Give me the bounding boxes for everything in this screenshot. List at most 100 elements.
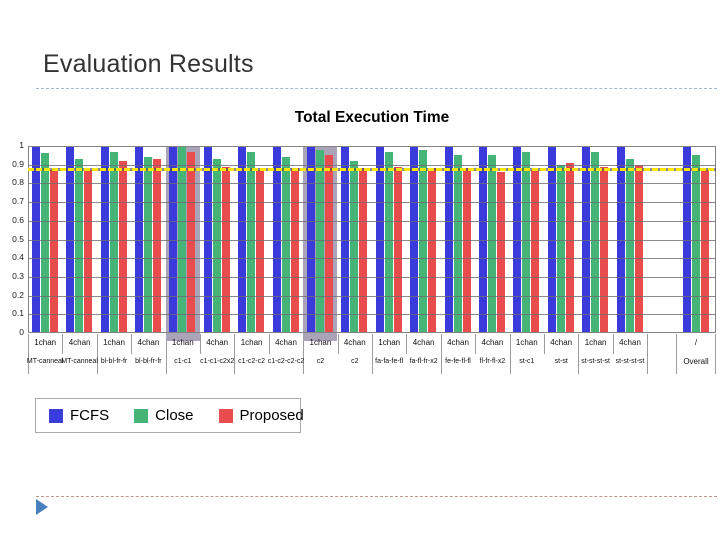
x-channel-label: 1chan bbox=[103, 338, 125, 347]
bar-close bbox=[75, 159, 84, 333]
bar-proposed bbox=[565, 162, 574, 333]
bar-close bbox=[143, 157, 152, 333]
y-tick-label: 0 bbox=[19, 327, 24, 337]
axis-tick bbox=[131, 334, 133, 354]
x-mix-label: bl-bl-fr-fr bbox=[135, 358, 162, 365]
legend-swatch-fcfs bbox=[49, 408, 63, 423]
gridline bbox=[28, 220, 716, 222]
legend-label: FCFS bbox=[70, 407, 110, 424]
x-mix-label: st-st-st-st bbox=[615, 358, 645, 365]
legend-label: Proposed bbox=[239, 407, 304, 424]
bar-close bbox=[522, 151, 531, 333]
x-channel-label: 4chan bbox=[481, 338, 504, 347]
x-mix-label: c2 bbox=[351, 358, 359, 365]
legend-swatch-close bbox=[134, 408, 149, 423]
axis-tick bbox=[475, 334, 477, 354]
x-mix-label: fa-fl-fr-x2 bbox=[409, 358, 438, 365]
chart-title: Total Execution Time bbox=[294, 109, 450, 126]
slide-title: Evaluation Results bbox=[43, 50, 254, 78]
axis-tick bbox=[578, 334, 580, 374]
gridline bbox=[28, 239, 716, 241]
y-tick-label: 0.4 bbox=[12, 252, 24, 263]
bar-proposed bbox=[496, 172, 505, 333]
x-channel-label: 1chan bbox=[171, 338, 194, 347]
x-channel-label: 4chan bbox=[619, 338, 641, 347]
title-divider bbox=[36, 88, 717, 89]
bar-close bbox=[691, 155, 700, 333]
bar-close bbox=[315, 149, 324, 333]
bar-close bbox=[419, 149, 428, 333]
bar-close bbox=[556, 164, 565, 333]
x-mix-label: c1-c1 bbox=[174, 358, 192, 365]
x-channel-label: 4chan bbox=[412, 338, 435, 347]
gridline bbox=[28, 164, 716, 166]
axis-tick bbox=[612, 334, 614, 354]
bar-proposed bbox=[634, 164, 643, 333]
bar-close bbox=[453, 155, 462, 333]
axis-tick bbox=[406, 334, 408, 354]
axis-tick bbox=[676, 334, 677, 374]
gridline bbox=[28, 276, 716, 278]
bar-proposed bbox=[49, 170, 58, 333]
axis-tick bbox=[647, 334, 649, 374]
x-mix-label: MT-canneal bbox=[61, 358, 98, 365]
gridline bbox=[28, 314, 716, 316]
x-mix-label: st-st bbox=[554, 358, 568, 365]
bar-proposed bbox=[531, 170, 540, 333]
bar-close bbox=[247, 151, 256, 333]
bar-close bbox=[384, 151, 393, 333]
bar-proposed bbox=[187, 151, 196, 333]
legend-label: Close bbox=[155, 407, 194, 424]
gridline bbox=[28, 202, 716, 204]
x-channel-label: 1chan bbox=[584, 338, 607, 347]
axis-tick bbox=[509, 334, 511, 374]
x-mix-label: fl-fr-fl-x2 bbox=[479, 358, 506, 365]
x-channel-label: 1chan bbox=[309, 338, 332, 347]
bar-proposed bbox=[600, 166, 609, 333]
y-tick-label: 0.5 bbox=[12, 233, 24, 244]
legend-item-fcfs: FCFS bbox=[49, 407, 109, 424]
x-channel-label: 4chan bbox=[447, 338, 469, 347]
x-mix-label: fe-fe-fl-fl bbox=[445, 358, 471, 365]
legend-item-close: Close bbox=[134, 407, 194, 424]
bar-proposed bbox=[290, 168, 299, 333]
y-tick-label: 0.1 bbox=[12, 308, 24, 319]
x-mix-label: c2 bbox=[316, 358, 325, 365]
x-mix-label: st-c1 bbox=[519, 358, 535, 365]
x-mix-label: c1-c2-c2-c2 bbox=[267, 358, 305, 365]
bar-proposed bbox=[428, 168, 437, 333]
x-channel-label: 4chan bbox=[206, 338, 229, 347]
y-tick-label: 0.9 bbox=[12, 158, 24, 169]
x-mix-label: st-st-st-st bbox=[581, 358, 610, 365]
x-mix-label: MT-canneal bbox=[26, 358, 64, 365]
y-tick-label: 0.7 bbox=[12, 196, 24, 207]
x-mix-label: fa-fa-fe-fl bbox=[375, 358, 404, 365]
x-channel-label: 4chan bbox=[68, 338, 91, 347]
bar-close bbox=[109, 151, 118, 333]
baseline-threshold-line bbox=[28, 168, 716, 172]
x-channel-label: 1chan bbox=[515, 338, 538, 347]
legend: FCFS Close Proposed bbox=[35, 398, 304, 433]
bar-proposed bbox=[118, 160, 127, 333]
gridline bbox=[28, 258, 716, 260]
y-tick-label: 0.3 bbox=[12, 270, 24, 281]
bar-proposed bbox=[221, 166, 230, 333]
y-tick-label: 0.2 bbox=[12, 289, 24, 300]
bar-close bbox=[40, 153, 49, 333]
bar-proposed bbox=[256, 170, 265, 333]
bar-proposed bbox=[359, 168, 368, 333]
y-tick-label: 0.6 bbox=[12, 214, 24, 225]
x-mix-label: Overall bbox=[683, 357, 709, 366]
x-channel-label: / bbox=[694, 338, 698, 347]
bar-proposed bbox=[700, 170, 709, 333]
x-channel-label: 4chan bbox=[550, 338, 573, 347]
x-channel-label: 1chan bbox=[378, 338, 401, 347]
bar-close bbox=[487, 155, 496, 333]
x-mix-label: c1-c2-c2 bbox=[238, 358, 266, 365]
x-channel-label: 1chan bbox=[34, 338, 57, 347]
axis-tick bbox=[372, 334, 373, 374]
gridline bbox=[28, 295, 716, 297]
bar-close bbox=[281, 157, 290, 333]
